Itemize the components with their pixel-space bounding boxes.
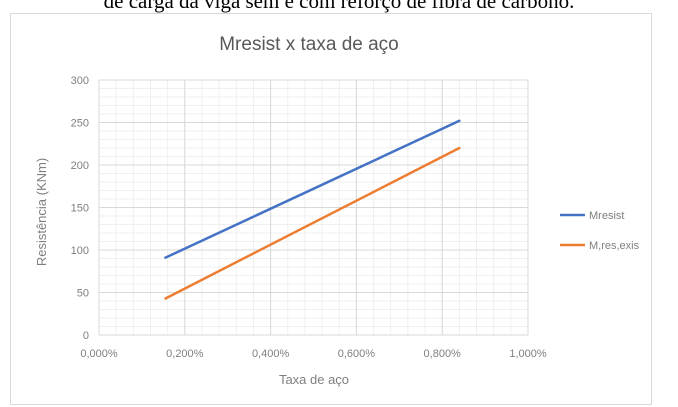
y-tick-label: 250 xyxy=(71,118,89,130)
y-tick-label: 100 xyxy=(71,245,89,257)
series-line-mresist xyxy=(164,119,461,259)
figure-caption: de carga da viga sem e com reforço de fi… xyxy=(103,0,575,13)
x-tick-label: 0,800% xyxy=(424,348,462,360)
chart-title: Mresist x taxa de aço xyxy=(219,34,399,55)
line-chart: 0 50 100 150 200 250 300 0,000% 0,200% 0,400% 0,60… xyxy=(34,34,640,387)
y-tick-label: 50 xyxy=(77,288,89,300)
y-tick-label: 300 xyxy=(71,75,89,87)
x-tick-label: 1,000% xyxy=(509,348,547,360)
series-line-m-res-exis xyxy=(164,146,461,300)
x-tick-label: 0,400% xyxy=(252,348,290,360)
series-lines xyxy=(164,119,461,300)
y-tick-label: 0 xyxy=(83,330,89,342)
chart-area[interactable]: 0 50 100 150 200 250 300 0,000% 0,200% 0,400% 0,60… xyxy=(10,13,652,405)
gridlines xyxy=(98,79,529,336)
legend-label: M,res,exis xyxy=(589,240,640,252)
y-axis-title: Resistência (KNm) xyxy=(34,158,49,266)
legend: Mresist M,res,exis xyxy=(560,210,640,252)
y-tick-label: 150 xyxy=(71,203,89,215)
legend-label: Mresist xyxy=(589,210,624,222)
tick-labels: 0 50 100 150 200 250 300 0,000% 0,200% 0,400% 0,60… xyxy=(71,75,547,360)
x-tick-label: 0,200% xyxy=(166,348,204,360)
x-axis-title: Taxa de aço xyxy=(279,372,349,387)
y-tick-label: 200 xyxy=(71,160,89,172)
x-tick-label: 0,600% xyxy=(338,348,376,360)
x-tick-label: 0,000% xyxy=(80,348,118,360)
